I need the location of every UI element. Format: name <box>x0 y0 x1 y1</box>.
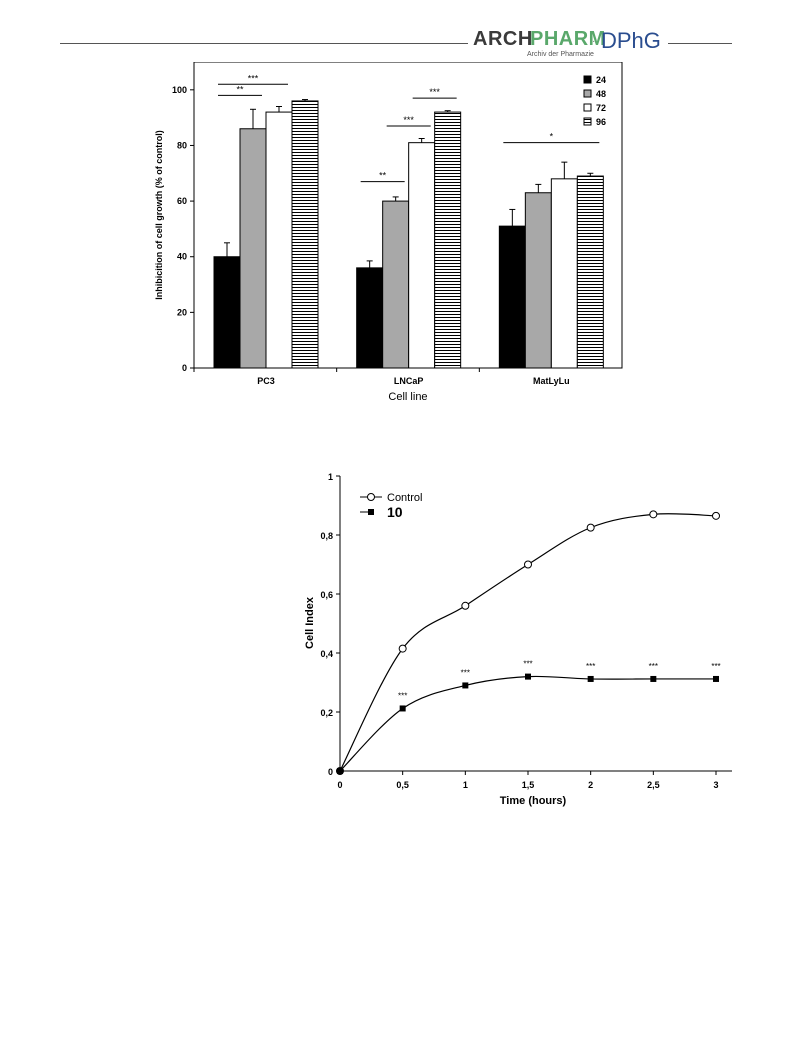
significance-label: *** <box>429 87 440 97</box>
logo-arch-text: ARCH <box>473 28 533 50</box>
data-point <box>586 523 595 532</box>
bar-y-tick-label: 60 <box>177 196 187 206</box>
legend-swatch <box>583 103 592 112</box>
bar-y-tick-label: 80 <box>177 140 187 150</box>
series-line <box>339 513 717 772</box>
line-chart: 00,20,40,60,810 0,5 1 1,5 2 2,5 3 ********* ***… <box>304 472 732 807</box>
line-chart-series: *** *** *** *** *** *** <box>336 510 721 775</box>
line-x-tick-label: 1 <box>463 780 468 790</box>
bar <box>291 100 319 369</box>
significance-label: *** <box>586 662 595 671</box>
header-rule-right <box>668 43 732 44</box>
significance-label: *** <box>403 115 414 125</box>
legend-label: 96 <box>596 117 606 127</box>
line-chart-axes: 00,20,40,60,810 0,5 1 1,5 2 2,5 3 <box>320 472 732 790</box>
bar <box>434 111 462 369</box>
data-point <box>712 511 720 520</box>
line-y-tick-label: 0,4 <box>320 649 333 659</box>
bar-x-tick-label: LNCaP <box>394 376 424 386</box>
bar <box>550 178 578 369</box>
line-y-tick-label: 1 <box>328 472 333 482</box>
line-x-tick-label: 2,5 <box>647 780 660 790</box>
legend-label-10: 10 <box>387 504 403 520</box>
bar <box>408 142 436 369</box>
bar-y-tick-label: 40 <box>177 252 187 262</box>
logo-pharm-text: PHARM <box>530 28 606 50</box>
line-x-tick-label: 0 <box>337 780 342 790</box>
line-y-tick-label: 0,2 <box>320 708 333 718</box>
bar-chart-significance: ***** ********* <box>218 73 600 183</box>
bar-y-tick-label: 100 <box>172 85 187 95</box>
line-chart-x-axis-label: Time (hours) <box>500 795 567 807</box>
significance-label: *** <box>711 662 720 671</box>
bar <box>265 111 293 369</box>
data-point <box>462 682 469 689</box>
line-chart-y-axis-label: Cell Index <box>304 596 316 649</box>
legend-swatch <box>583 75 592 84</box>
header-rule-left <box>60 43 468 44</box>
bar-chart-x-axis: PC3 LNCaP MatLyLu <box>193 368 570 386</box>
significance-label: ** <box>236 84 244 94</box>
bar-y-tick-label: 0 <box>182 363 187 373</box>
bar-chart-y-axis-label: Inhibicition of cell growth (% of contro… <box>154 130 164 299</box>
bar <box>382 200 410 369</box>
line-x-tick-label: 1,5 <box>522 780 535 790</box>
data-point <box>525 673 531 680</box>
bar <box>576 175 604 369</box>
legend-label: 24 <box>596 75 606 85</box>
significance-label: ** <box>379 171 387 181</box>
bar-x-tick-label: PC3 <box>257 376 275 386</box>
logo-subtitle: Archiv der Pharmazie <box>527 51 594 58</box>
data-point <box>713 675 719 682</box>
legend-label-control: Control <box>387 492 422 504</box>
logo-dphg-text: DPhG <box>601 28 661 53</box>
bar-x-tick-label: MatLyLu <box>533 376 570 386</box>
journal-logo: ARCH PHARM Archiv der Pharmazie · DPhG <box>473 28 673 62</box>
data-point <box>650 675 657 682</box>
line-x-tick-label: 0,5 <box>396 780 409 790</box>
bar-chart-legend: 24 48 72 96 <box>583 75 606 127</box>
significance-label: * <box>550 132 554 142</box>
series-line <box>339 675 716 772</box>
significance-label: *** <box>523 660 532 669</box>
data-point <box>461 601 470 610</box>
line-y-tick-label: 0 <box>328 767 333 777</box>
significance-label: *** <box>649 662 658 671</box>
data-point <box>398 644 407 653</box>
data-point <box>649 510 658 519</box>
logo-separator: · <box>592 36 596 47</box>
bar-chart-bars <box>213 99 604 369</box>
bar <box>213 256 241 369</box>
data-point <box>399 705 406 712</box>
bar <box>356 267 384 369</box>
legend-marker-control <box>367 493 375 501</box>
bar <box>239 128 267 369</box>
significance-label: *** <box>398 691 407 700</box>
significance-label: *** <box>248 73 259 83</box>
legend-marker-10 <box>368 509 374 515</box>
legend-label: 72 <box>596 103 606 113</box>
line-x-tick-label: 2 <box>588 780 593 790</box>
data-point <box>524 560 532 569</box>
line-x-tick-label: 3 <box>713 780 718 790</box>
bar <box>498 225 526 369</box>
significance-label: *** <box>461 668 470 677</box>
data-point <box>587 675 594 682</box>
bar-y-tick-label: 20 <box>177 307 187 317</box>
line-y-tick-label: 0,8 <box>320 531 333 541</box>
legend-swatch <box>583 89 592 98</box>
bar-chart-x-axis-label: Cell line <box>388 391 427 403</box>
line-y-tick-label: 0,6 <box>320 590 333 600</box>
bar <box>524 192 552 369</box>
bar-chart-y-axis: 0 20 40 60 80 100 <box>172 85 194 373</box>
data-point <box>337 768 343 774</box>
legend-swatch <box>583 117 592 126</box>
legend-label: 48 <box>596 89 606 99</box>
